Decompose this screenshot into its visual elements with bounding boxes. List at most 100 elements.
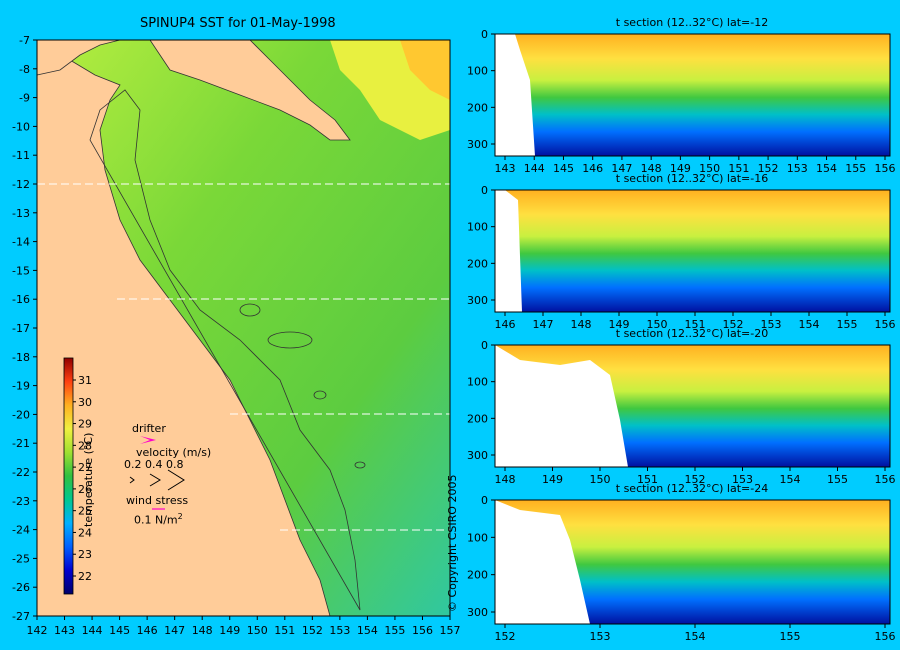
- section-lon-tick-label: 156: [875, 630, 896, 643]
- section-title: t section (12..32°C) lat=-20: [616, 327, 768, 340]
- legend-drifter-label: drifter: [132, 422, 166, 435]
- lat-tick-label: -25: [12, 552, 30, 565]
- section-frame: [494, 189, 891, 313]
- legend-velocity-label: velocity (m/s): [136, 446, 212, 459]
- colorbar-tick-label: 29: [78, 418, 92, 431]
- lat-tick-label: -16: [12, 293, 30, 306]
- colorbar-tick-label: 23: [78, 548, 92, 561]
- lon-tick-label: 146: [137, 624, 158, 637]
- colorbar-ticks: 31 30 29 28 27 26 25 24 23 22: [73, 374, 92, 583]
- section-seafloor: [495, 500, 590, 624]
- lat-tick-label: -21: [12, 437, 30, 450]
- depth-tick-label: 100: [467, 376, 488, 389]
- section-lon-tick-label: 156: [875, 162, 896, 175]
- section-lon-tick-label: 149: [670, 162, 691, 175]
- colorbar-tick-label: 27: [78, 461, 92, 474]
- lon-tick-label: 151: [274, 624, 295, 637]
- lat-tick-label: -13: [12, 207, 30, 220]
- section-panel: t section (12..32°C) lat=-24 0 100 200 300 15…: [467, 482, 896, 643]
- colorbar-tick-label: 28: [78, 439, 92, 452]
- section-title: t section (12..32°C) lat=-24: [616, 482, 768, 495]
- lat-tick-label: -20: [12, 408, 30, 421]
- depth-tick-label: 200: [467, 257, 488, 270]
- section-lon-tick-label: 155: [780, 630, 801, 643]
- section-lon-tick-label: 151: [728, 162, 749, 175]
- reef-islands: [239, 303, 366, 469]
- section-lon-tick-label: 145: [553, 162, 574, 175]
- section-lon-tick-label: 148: [641, 162, 662, 175]
- section-lon-tick-label: 153: [787, 162, 808, 175]
- section-title: t section (12..32°C) lat=-12: [616, 16, 768, 29]
- section-lon-tick-label: 154: [816, 162, 837, 175]
- section-lon-tick-label: 147: [611, 162, 632, 175]
- legend-wind-value: 0.1 N/m2: [134, 512, 183, 527]
- shelf-contour: [89, 89, 361, 611]
- depth-tick-label: 0: [481, 28, 488, 41]
- lon-tick-label: 154: [357, 624, 378, 637]
- section-lon-tick-label: 144: [524, 162, 545, 175]
- australia-land: [36, 39, 331, 617]
- lat-tick-label: -11: [12, 149, 30, 162]
- section-seafloor: [495, 34, 535, 156]
- section-lon-tick-label: 155: [827, 473, 848, 486]
- section-lon-tick-label: 156: [875, 473, 896, 486]
- legend-wind-label: wind stress: [126, 494, 189, 507]
- lon-tick-label: 157: [440, 624, 461, 637]
- lat-tick-label: -15: [12, 264, 30, 277]
- lon-tick-label: 145: [109, 624, 130, 637]
- lon-tick-label: 156: [412, 624, 433, 637]
- lon-tick-label: 147: [164, 624, 185, 637]
- section-lon-tick-label: 154: [799, 318, 820, 331]
- depth-tick-label: 0: [481, 184, 488, 197]
- section-lon-tick-label: 154: [780, 473, 801, 486]
- section-title: t section (12..32°C) lat=-16: [616, 172, 768, 185]
- depth-tick-label: 0: [481, 339, 488, 352]
- lat-tick-label: -7: [19, 34, 30, 47]
- section-seafloor: [495, 345, 628, 467]
- temperature-sections: t section (12..32°C) lat=-12 0 100 200 300 14…: [467, 16, 896, 643]
- section-lon-tick-label: 152: [758, 162, 779, 175]
- section-temperature-field: [495, 34, 890, 156]
- section-frame: [494, 499, 891, 625]
- lat-tick-label: -26: [12, 581, 30, 594]
- section-lon-tick-label: 156: [875, 318, 896, 331]
- lat-tick-label: -18: [12, 351, 30, 364]
- section-lon-tick-label: 153: [590, 630, 611, 643]
- section-lon-tick-label: 146: [582, 162, 603, 175]
- warm-north-region: [400, 40, 450, 100]
- depth-tick-label: 100: [467, 221, 488, 234]
- colorbar-tick-label: 22: [78, 570, 92, 583]
- section-lon-tick-label: 150: [647, 318, 668, 331]
- temperature-colorbar: [63, 357, 74, 595]
- legend-velocity-values: 0.2 0.4 0.8: [124, 458, 184, 471]
- section-lon-tick-label: 154: [685, 630, 706, 643]
- section-lon-tick-label: 147: [533, 318, 554, 331]
- section-lon-tick-label: 148: [571, 318, 592, 331]
- lat-tick-label: -22: [12, 466, 30, 479]
- section-frame: [494, 344, 891, 468]
- section-panel: t section (12..32°C) lat=-16 0 100 200 300 14…: [467, 172, 896, 331]
- section-lon-tick-label: 155: [837, 318, 858, 331]
- lat-tick-label: -23: [12, 495, 30, 508]
- lat-tick-label: -27: [12, 610, 30, 623]
- axes-ticks: -7 -8 -9 -10 -11 -12 -13 -14 -15 -16 -17 -18 -19 -20 -…: [12, 34, 460, 637]
- lat-tick-label: -14: [12, 236, 30, 249]
- colorbar-tick-label: 30: [78, 396, 92, 409]
- lat-tick-label: -17: [12, 322, 30, 335]
- depth-tick-label: 300: [467, 606, 488, 619]
- section-panel: t section (12..32°C) lat=-20 0 100 200 300 14…: [467, 327, 896, 486]
- section-lon-tick-label: 150: [590, 473, 611, 486]
- lat-tick-label: -24: [12, 524, 30, 537]
- section-lon-tick-label: 149: [542, 473, 563, 486]
- section-lon-tick-label: 151: [637, 473, 658, 486]
- depth-tick-label: 200: [467, 101, 488, 114]
- lon-tick-label: 142: [27, 624, 48, 637]
- lat-tick-label: -9: [19, 92, 30, 105]
- section-lon-tick-label: 150: [699, 162, 720, 175]
- colorbar-tick-label: 25: [78, 505, 92, 518]
- depth-tick-label: 100: [467, 65, 488, 78]
- lon-tick-label: 155: [384, 624, 405, 637]
- drifter-marker: [57, 140, 71, 146]
- depth-tick-label: 200: [467, 569, 488, 582]
